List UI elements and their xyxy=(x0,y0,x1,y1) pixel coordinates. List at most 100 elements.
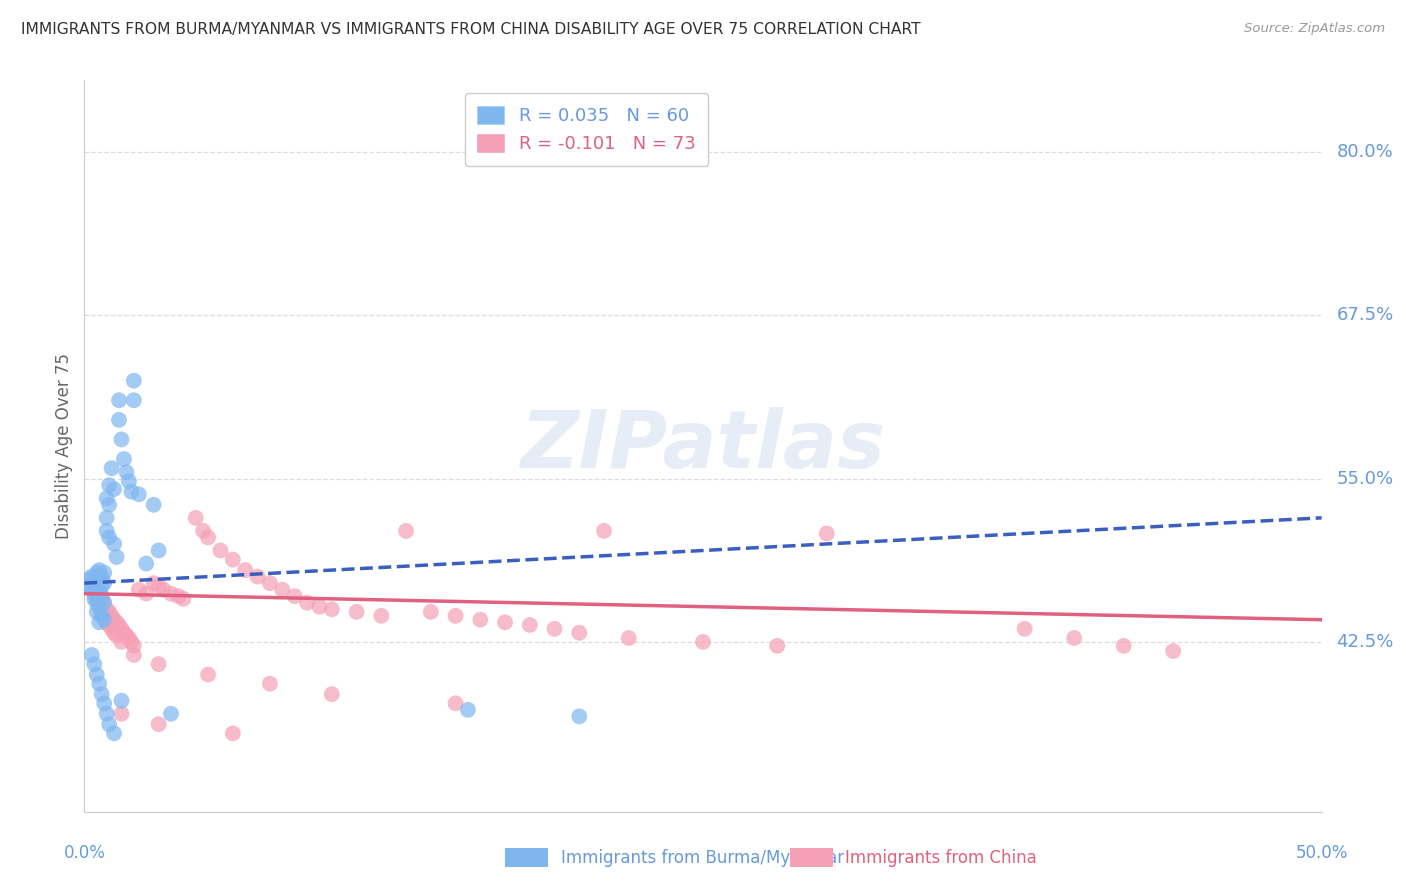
Point xyxy=(197,530,219,544)
Point xyxy=(246,569,269,583)
Point xyxy=(128,582,150,597)
Point xyxy=(110,706,132,721)
Point xyxy=(135,586,157,600)
Point xyxy=(96,706,118,721)
Text: Immigrants from Burma/Myanmar: Immigrants from Burma/Myanmar xyxy=(561,849,844,867)
Point xyxy=(105,628,128,642)
Point xyxy=(110,694,132,708)
Point xyxy=(100,608,122,623)
Point xyxy=(160,706,183,721)
Text: IMMIGRANTS FROM BURMA/MYANMAR VS IMMIGRANTS FROM CHINA DISABILITY AGE OVER 75 CO: IMMIGRANTS FROM BURMA/MYANMAR VS IMMIGRA… xyxy=(21,22,921,37)
Point xyxy=(152,582,174,597)
Point xyxy=(259,576,281,591)
Point xyxy=(148,717,170,731)
Point xyxy=(93,576,115,591)
Point xyxy=(89,615,111,630)
Point xyxy=(89,563,111,577)
Point xyxy=(108,393,131,408)
Point xyxy=(98,478,121,492)
Point xyxy=(444,608,467,623)
Point xyxy=(86,605,108,619)
Point xyxy=(370,608,392,623)
Point xyxy=(1014,622,1036,636)
Point xyxy=(90,589,112,603)
Point xyxy=(122,648,145,662)
Point xyxy=(89,599,111,614)
Point xyxy=(470,613,492,627)
Point xyxy=(96,491,118,506)
Point xyxy=(568,625,591,640)
Point xyxy=(271,582,294,597)
Point xyxy=(815,526,838,541)
Point xyxy=(115,628,138,642)
Point xyxy=(222,552,245,566)
Point xyxy=(148,657,170,672)
Point xyxy=(93,608,115,623)
Legend: R = 0.035   N = 60, R = -0.101   N = 73: R = 0.035 N = 60, R = -0.101 N = 73 xyxy=(464,93,709,166)
Y-axis label: Disability Age Over 75: Disability Age Over 75 xyxy=(55,353,73,539)
Point xyxy=(167,589,190,603)
Point xyxy=(90,608,112,623)
Point xyxy=(110,635,132,649)
Point xyxy=(321,687,343,701)
Point xyxy=(148,543,170,558)
Point xyxy=(103,625,125,640)
Point xyxy=(120,484,142,499)
Point xyxy=(110,622,132,636)
Point xyxy=(108,413,131,427)
Point xyxy=(395,524,418,538)
Point xyxy=(96,524,118,538)
Point xyxy=(222,726,245,740)
Point xyxy=(98,530,121,544)
Point xyxy=(308,599,330,614)
FancyBboxPatch shape xyxy=(505,848,548,867)
Point xyxy=(86,596,108,610)
Point xyxy=(148,579,170,593)
Point xyxy=(120,635,142,649)
Point xyxy=(444,696,467,710)
Point xyxy=(103,726,125,740)
Point xyxy=(419,605,441,619)
Point xyxy=(321,602,343,616)
Point xyxy=(93,596,115,610)
Point xyxy=(118,475,141,489)
Point xyxy=(122,374,145,388)
Point xyxy=(83,591,105,606)
Point xyxy=(86,566,108,580)
Point xyxy=(96,511,118,525)
Point xyxy=(1063,631,1085,645)
Point xyxy=(128,487,150,501)
Point xyxy=(172,591,194,606)
Point xyxy=(142,498,165,512)
Point xyxy=(93,596,115,610)
Point xyxy=(122,393,145,408)
Point xyxy=(93,566,115,580)
Point xyxy=(118,631,141,645)
Point xyxy=(80,648,103,662)
Point xyxy=(122,639,145,653)
Text: 0.0%: 0.0% xyxy=(63,845,105,863)
Point xyxy=(79,572,101,586)
Point xyxy=(90,605,112,619)
Point xyxy=(568,709,591,723)
Point xyxy=(86,667,108,681)
Point xyxy=(295,596,318,610)
Point xyxy=(90,589,112,603)
Text: Immigrants from China: Immigrants from China xyxy=(845,849,1038,867)
Point xyxy=(1112,639,1135,653)
Point xyxy=(89,676,111,690)
Text: 55.0%: 55.0% xyxy=(1337,470,1393,488)
Point xyxy=(108,618,131,632)
Point xyxy=(90,579,112,593)
Text: ZIPatlas: ZIPatlas xyxy=(520,407,886,485)
Text: 42.5%: 42.5% xyxy=(1337,633,1393,651)
Point xyxy=(89,584,111,599)
Point xyxy=(98,618,121,632)
Point xyxy=(86,582,108,596)
Point xyxy=(90,569,112,583)
Point xyxy=(112,452,135,467)
Point xyxy=(346,605,368,619)
Point xyxy=(80,582,103,597)
FancyBboxPatch shape xyxy=(790,848,832,867)
Point xyxy=(98,717,121,731)
